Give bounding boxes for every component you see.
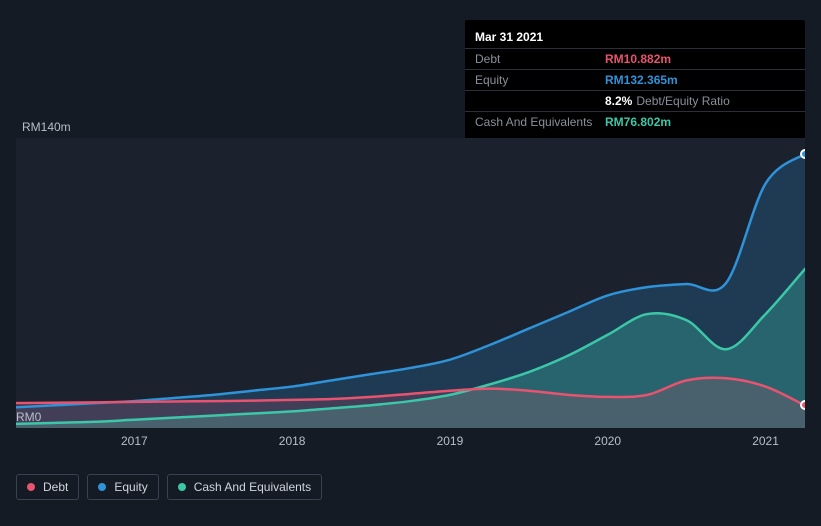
tooltip-label: Debt [475, 52, 605, 66]
legend-label: Debt [43, 480, 68, 494]
tooltip-ratio-pct: 8.2% [605, 94, 632, 108]
chart: RM140m RM0 2017 2018 2019 2020 2021 Debt Equ… [16, 120, 805, 500]
tooltip-row-equity: Equity RM132.365m [465, 69, 805, 90]
legend: Debt Equity Cash And Equivalents [16, 474, 805, 500]
legend-item-cash[interactable]: Cash And Equivalents [167, 474, 322, 500]
series-end-marker-icon [800, 400, 805, 410]
x-axis-tick: 2018 [279, 434, 306, 448]
tooltip-value: RM132.365m [605, 73, 678, 87]
tooltip-value: RM10.882m [605, 52, 671, 66]
x-axis-tick: 2017 [121, 434, 148, 448]
legend-dot-icon [178, 483, 186, 491]
legend-label: Cash And Equivalents [194, 480, 311, 494]
legend-dot-icon [27, 483, 35, 491]
tooltip-label: Equity [475, 73, 605, 87]
y-axis-max-label: RM140m [22, 120, 805, 134]
tooltip-ratio-text: Debt/Equity Ratio [636, 94, 729, 108]
legend-item-debt[interactable]: Debt [16, 474, 79, 500]
tooltip-date: Mar 31 2021 [465, 28, 805, 48]
x-axis: 2017 2018 2019 2020 2021 [16, 434, 805, 456]
x-axis-tick: 2021 [752, 434, 779, 448]
legend-item-equity[interactable]: Equity [87, 474, 158, 500]
tooltip-row-ratio: 8.2% Debt/Equity Ratio [465, 90, 805, 111]
x-axis-tick: 2020 [594, 434, 621, 448]
x-axis-tick: 2019 [437, 434, 464, 448]
plot-svg [16, 138, 805, 428]
legend-label: Equity [114, 480, 147, 494]
tooltip-label [475, 94, 605, 108]
plot-area[interactable] [16, 138, 805, 428]
series-end-marker-icon [800, 149, 805, 159]
y-axis-min-label: RM0 [16, 410, 41, 424]
tooltip-row-debt: Debt RM10.882m [465, 48, 805, 69]
legend-dot-icon [98, 483, 106, 491]
